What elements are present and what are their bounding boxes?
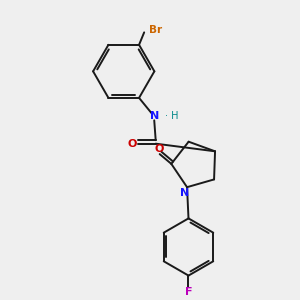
Text: Br: Br xyxy=(149,25,163,35)
Text: O: O xyxy=(128,139,137,149)
Text: N: N xyxy=(150,111,159,121)
Text: F: F xyxy=(185,286,192,297)
Text: N: N xyxy=(180,188,189,198)
Text: O: O xyxy=(154,144,164,154)
Text: · H: · H xyxy=(165,111,179,121)
